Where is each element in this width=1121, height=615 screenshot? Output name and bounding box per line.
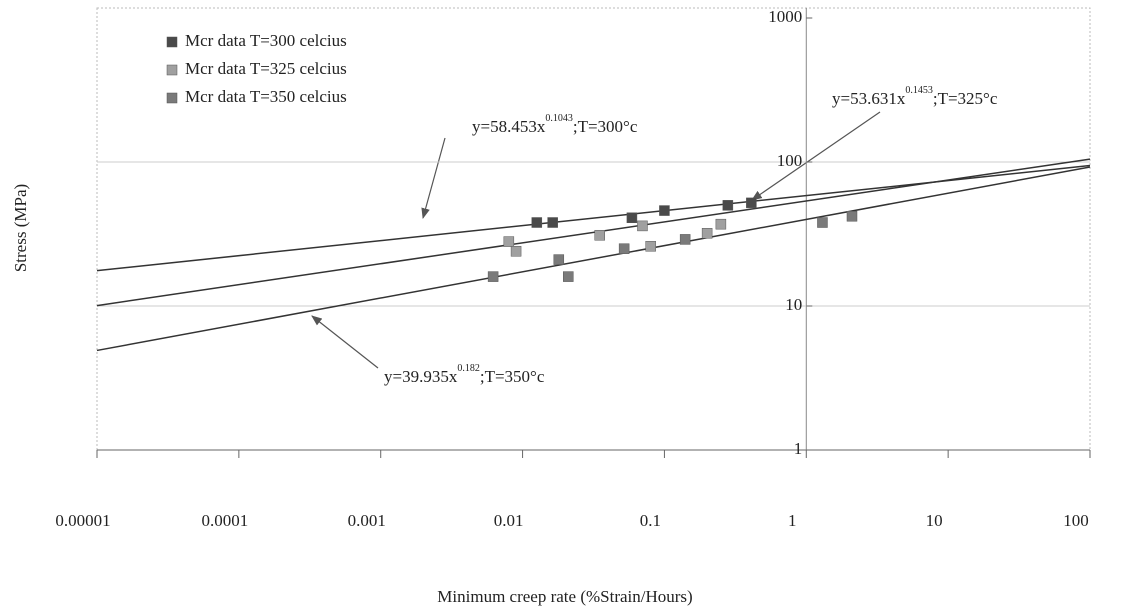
data-point xyxy=(659,205,670,216)
legend-marker xyxy=(166,92,178,104)
fit-label: y=39.935x0.182;T=350°c xyxy=(384,363,545,386)
data-point xyxy=(701,228,713,239)
annotation-arrows xyxy=(311,111,881,369)
x-tick-label: 1 xyxy=(788,511,797,530)
x-tick-label: 0.1 xyxy=(640,511,661,530)
fit-label-exponent: 0.1043 xyxy=(545,113,573,124)
x-axis-label: Minimum creep rate (%Strain/Hours) xyxy=(437,587,692,606)
fit-label-exponent: 0.182 xyxy=(457,363,480,374)
x-tick-label: 0.0001 xyxy=(201,511,248,530)
y-tick-label: 1000 xyxy=(768,7,802,26)
fit-label-suffix: ;T=350°c xyxy=(480,367,545,386)
data-point xyxy=(503,236,515,247)
data-point xyxy=(547,217,558,228)
x-tick-label: 10 xyxy=(926,511,943,530)
fit-label-suffix: ;T=325°c xyxy=(933,89,998,108)
data-point xyxy=(487,271,499,282)
fit-label: y=53.631x0.1453;T=325°c xyxy=(832,85,998,108)
data-point xyxy=(510,245,522,257)
y-axis-label: Stress (MPa) xyxy=(11,184,30,272)
fit-label-exponent: 0.1453 xyxy=(905,85,933,96)
data-point xyxy=(618,243,630,254)
plot-frame xyxy=(96,7,1091,451)
fit-label: y=58.453x0.1043;T=300°c xyxy=(472,113,638,136)
data-point xyxy=(817,217,828,228)
y-tick-label: 10 xyxy=(785,295,802,314)
arrow xyxy=(751,111,881,201)
data-point xyxy=(553,254,565,265)
data-point xyxy=(746,197,757,209)
fit-line xyxy=(96,158,1091,307)
fit-label-suffix: ;T=300°c xyxy=(573,117,638,136)
x-tick-label: 0.00001 xyxy=(55,511,110,530)
legend-marker xyxy=(166,64,178,76)
legend-marker xyxy=(166,36,178,48)
data-point xyxy=(637,220,648,232)
x-tick-label: 0.01 xyxy=(494,511,524,530)
data-point xyxy=(594,229,606,241)
data-point xyxy=(679,234,691,245)
data-point xyxy=(715,218,727,230)
y-tick-label: 100 xyxy=(777,151,803,170)
x-tick-label: 100 xyxy=(1063,511,1089,530)
fit-label-base: y=53.631x xyxy=(832,89,906,108)
data-point xyxy=(563,271,574,282)
legend-label: Mcr data T=300 celcius xyxy=(185,31,347,50)
fit-label-base: y=58.453x xyxy=(472,117,546,136)
data-point xyxy=(531,217,543,228)
x-tick-label: 0.001 xyxy=(348,511,386,530)
data-point xyxy=(645,240,656,252)
fit-label-base: y=39.935x xyxy=(384,367,458,386)
fit-line xyxy=(96,166,1091,352)
data-point xyxy=(846,211,858,222)
data-point xyxy=(722,200,734,211)
y-tick-label: 1 xyxy=(794,439,803,458)
legend-label: Mcr data T=350 celcius xyxy=(185,87,347,106)
arrow xyxy=(311,315,379,369)
arrow xyxy=(421,137,446,220)
legend-label: Mcr data T=325 celcius xyxy=(185,59,347,78)
data-point xyxy=(626,212,638,224)
